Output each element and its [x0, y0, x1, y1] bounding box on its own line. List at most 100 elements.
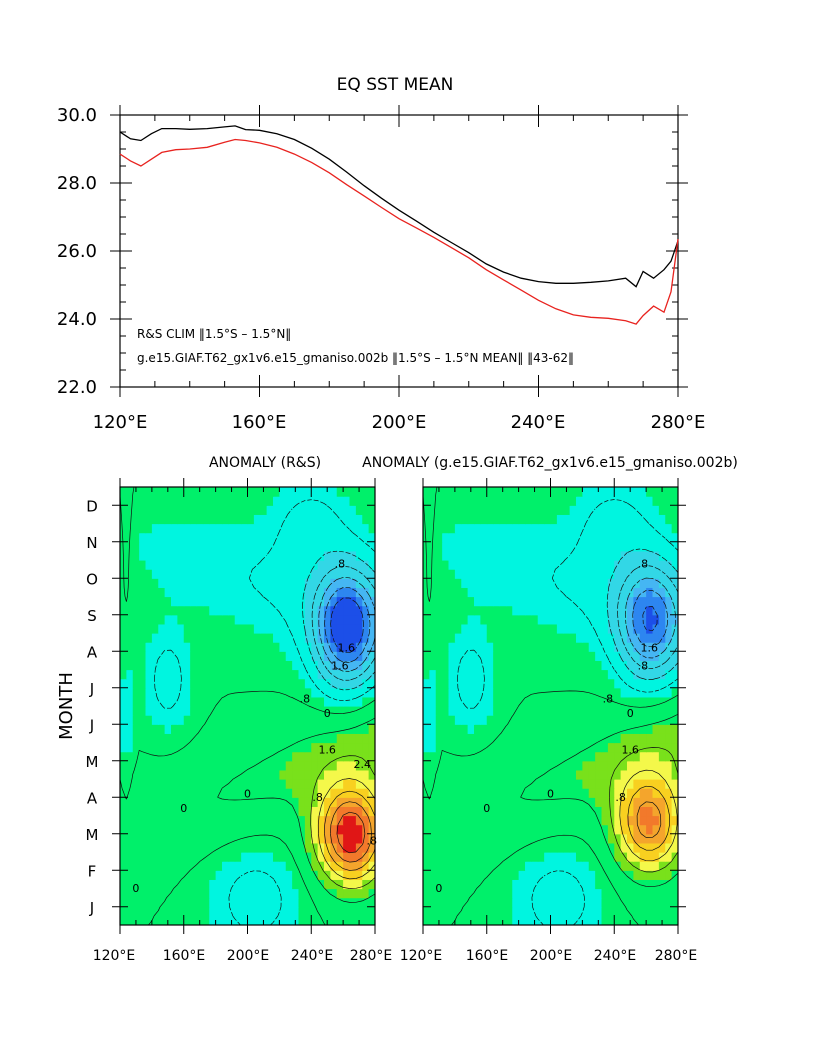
- heatmap-cell: [247, 760, 255, 771]
- heatmap-cell: [362, 779, 370, 789]
- heatmap-cell: [292, 788, 300, 798]
- heatmap-cell: [234, 496, 242, 506]
- heatmap-cell: [442, 888, 450, 899]
- heatmap-cell: [633, 769, 641, 780]
- heatmap-cell: [544, 496, 552, 506]
- heatmap-cell: [196, 651, 204, 661]
- heatmap-cell: [355, 742, 363, 753]
- heatmap-cell: [614, 660, 622, 671]
- heatmap-cell: [627, 788, 634, 798]
- heatmap-cell: [343, 842, 351, 853]
- heatmap-cell: [292, 623, 300, 634]
- heatmap-cell: [209, 569, 217, 579]
- heatmap-cell: [273, 815, 280, 826]
- heatmap-cell: [474, 541, 481, 552]
- heatmap-cell: [368, 842, 375, 853]
- heatmap-cell: [499, 751, 507, 762]
- heatmap-cell: [330, 651, 338, 661]
- heatmap-cell: [120, 669, 127, 680]
- heatmap-cell: [582, 824, 590, 835]
- heatmap-cell: [145, 541, 153, 552]
- heatmap-cell: [429, 879, 437, 890]
- heatmap-cell: [234, 842, 242, 853]
- heatmap-cell: [461, 888, 469, 899]
- heatmap-cell: [658, 505, 666, 515]
- heatmap-cell: [158, 560, 166, 570]
- heatmap-cell: [652, 870, 660, 880]
- heatmap-cell: [607, 642, 615, 652]
- heatmap-cell: [627, 815, 634, 826]
- heatmap-cell: [132, 550, 140, 561]
- heatmap-cell: [486, 769, 494, 780]
- heatmap-cell: [525, 541, 532, 552]
- heatmap-cell: [273, 788, 280, 798]
- heatmap-cell: [582, 541, 590, 552]
- heatmap-cell: [525, 687, 532, 698]
- heatmap-cell: [512, 779, 520, 789]
- line-chart: EQ SST MEAN 30.0 28.0 26.0 24.0 22.0 120…: [57, 75, 705, 433]
- heatmap-cell: [362, 806, 370, 817]
- heatmap-cell: [576, 696, 583, 707]
- heatmap-cell: [614, 888, 622, 899]
- heatmap-cell: [183, 605, 191, 616]
- heatmap-cell: [461, 852, 469, 862]
- heatmap-cell: [576, 724, 583, 734]
- heatmap-cell: [658, 596, 666, 607]
- heatmap-cell: [569, 505, 577, 515]
- heatmap-cell: [658, 660, 666, 671]
- heatmap-cell: [518, 578, 526, 588]
- heatmap-cell: [467, 605, 475, 616]
- heatmap-cell: [601, 852, 609, 862]
- heatmap-cell: [576, 514, 583, 525]
- heatmap-cell: [525, 678, 532, 689]
- heatmap-cell: [646, 915, 654, 925]
- heatmap-cell: [273, 651, 280, 661]
- heatmap-cell: [563, 569, 571, 579]
- heatmap-cell: [151, 569, 159, 579]
- heatmap-cell: [317, 496, 325, 506]
- heatmap-cell: [151, 852, 159, 862]
- heatmap-cell: [279, 833, 287, 844]
- heatmap-cell: [461, 623, 469, 634]
- heatmap-cell: [292, 879, 300, 890]
- heatmap-cell: [260, 779, 268, 789]
- heatmap-cell: [266, 824, 274, 835]
- heatmap-cell: [595, 806, 603, 817]
- heatmap-cell: [234, 660, 242, 671]
- heatmap-cell: [518, 788, 526, 798]
- heatmap-cell: [665, 751, 673, 762]
- heatmap-cell: [234, 696, 242, 707]
- heatmap-cell: [614, 678, 622, 689]
- heatmap-cell: [601, 587, 609, 598]
- heatmap-cell: [620, 669, 628, 680]
- heatmap-cell: [190, 687, 198, 698]
- heatmap-cell: [537, 861, 545, 871]
- heatmap-cell: [139, 678, 147, 689]
- heatmap-cell: [658, 541, 666, 552]
- heatmap-cell: [544, 514, 552, 525]
- heatmap-cell: [349, 614, 357, 625]
- heatmap-cell: [285, 487, 293, 497]
- heatmap-cell: [537, 879, 545, 890]
- heatmap-cell: [563, 824, 571, 835]
- heatmap-cell: [311, 669, 319, 680]
- heatmap-cell: [247, 797, 255, 807]
- heatmap-cell: [151, 742, 159, 753]
- heatmap-cell: [151, 496, 159, 506]
- heatmap-cell: [646, 888, 654, 899]
- heatmap-cell: [658, 633, 666, 643]
- heatmap-cell: [311, 532, 319, 543]
- heatmap-cell: [330, 614, 338, 625]
- heatmap-cell: [423, 687, 430, 698]
- heatmap-cell: [228, 888, 236, 899]
- heatmap-cell: [569, 669, 577, 680]
- heatmap-cell: [279, 751, 287, 762]
- heatmap-cell: [304, 870, 312, 880]
- heatmap-cell: [343, 623, 351, 634]
- heatmap-cell: [120, 496, 127, 506]
- heatmap-cell: [639, 842, 647, 853]
- heatmap-cell: [633, 788, 641, 798]
- heatmap-cell: [620, 897, 628, 908]
- line-chart-y-tick-labels: 30.0 28.0 26.0 24.0 22.0: [57, 105, 97, 398]
- heatmap-cell: [614, 505, 622, 515]
